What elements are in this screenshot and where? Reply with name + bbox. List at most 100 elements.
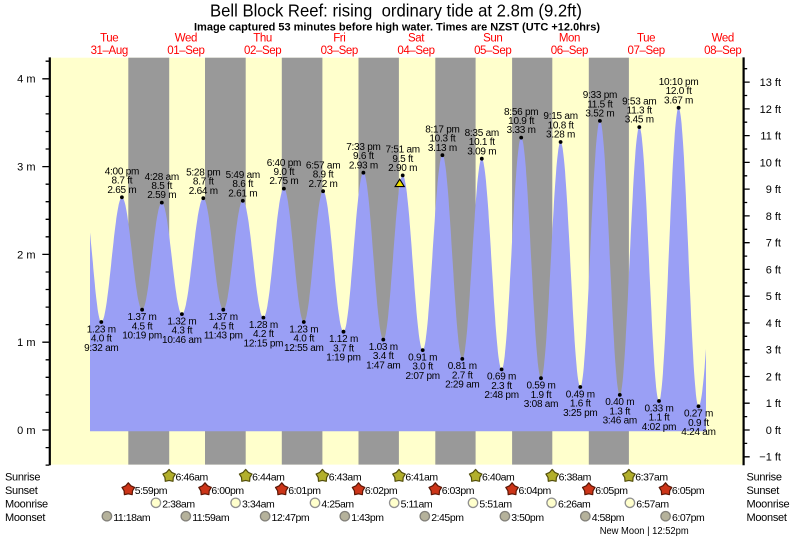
svg-text:1.1 ft: 1.1 ft: [649, 413, 670, 424]
svg-text:4.0 ft: 4.0 ft: [293, 334, 314, 345]
svg-text:10:10 pm: 10:10 pm: [659, 77, 699, 88]
svg-text:1.23 m: 1.23 m: [87, 324, 116, 335]
svg-text:2:45pm: 2:45pm: [431, 512, 464, 524]
svg-text:6:07pm: 6:07pm: [672, 512, 705, 524]
svg-text:Tue: Tue: [100, 33, 118, 45]
svg-text:Sunrise: Sunrise: [747, 472, 782, 484]
svg-text:10.8 ft: 10.8 ft: [548, 120, 575, 131]
svg-text:Sunset: Sunset: [5, 485, 38, 497]
svg-text:0.69 m: 0.69 m: [487, 372, 516, 383]
svg-text:3.28 m: 3.28 m: [546, 130, 575, 141]
svg-text:New Moon | 12:52pm: New Moon | 12:52pm: [600, 526, 689, 537]
svg-text:2.65 m: 2.65 m: [107, 185, 136, 196]
svg-text:4.3 ft: 4.3 ft: [172, 326, 193, 337]
svg-text:9.0 ft: 9.0 ft: [274, 167, 295, 178]
svg-text:03–Sep: 03–Sep: [321, 45, 358, 57]
svg-text:9:32 am: 9:32 am: [84, 343, 118, 354]
svg-text:1.23 m: 1.23 m: [289, 324, 318, 335]
svg-text:2.61 m: 2.61 m: [228, 188, 257, 199]
svg-text:8.9 ft: 8.9 ft: [313, 170, 334, 181]
svg-text:2:29 am: 2:29 am: [445, 380, 479, 391]
svg-text:1:47 am: 1:47 am: [366, 360, 400, 371]
svg-text:07–Sep: 07–Sep: [627, 45, 664, 57]
svg-text:4:24 am: 4:24 am: [681, 427, 715, 438]
svg-text:Image captured 53 minutes befo: Image captured 53 minutes before high wa…: [194, 22, 600, 34]
svg-text:3:08 am: 3:08 am: [524, 399, 558, 410]
svg-text:2.7 ft: 2.7 ft: [452, 371, 473, 382]
svg-text:8:35 am: 8:35 am: [465, 128, 499, 139]
svg-text:3.67 m: 3.67 m: [664, 95, 693, 106]
svg-text:3.09 m: 3.09 m: [467, 146, 496, 157]
svg-text:6:05pm: 6:05pm: [672, 485, 705, 497]
svg-text:Moonset: Moonset: [747, 512, 787, 524]
svg-text:12:55 am: 12:55 am: [284, 343, 324, 354]
svg-text:5:59pm: 5:59pm: [135, 485, 168, 497]
svg-text:6:57am: 6:57am: [636, 499, 669, 511]
svg-text:31–Aug: 31–Aug: [91, 45, 128, 57]
svg-text:5:49 am: 5:49 am: [226, 170, 260, 181]
svg-text:01–Sep: 01–Sep: [167, 45, 204, 57]
svg-text:Moonrise: Moonrise: [747, 499, 790, 511]
svg-text:2.90 m: 2.90 m: [388, 163, 417, 174]
svg-text:0.9 ft: 0.9 ft: [688, 418, 709, 429]
svg-text:4.0 ft: 4.0 ft: [91, 334, 112, 345]
svg-text:6:43am: 6:43am: [329, 472, 362, 484]
svg-text:9:53 am: 9:53 am: [622, 96, 656, 107]
svg-text:1:43pm: 1:43pm: [351, 512, 384, 524]
svg-text:3:34am: 3:34am: [242, 499, 275, 511]
svg-text:8.6 ft: 8.6 ft: [232, 179, 253, 190]
svg-text:6:00pm: 6:00pm: [211, 485, 244, 497]
svg-text:1.37 m: 1.37 m: [128, 312, 157, 323]
svg-text:5:51am: 5:51am: [479, 499, 512, 511]
svg-text:Sunrise: Sunrise: [5, 472, 40, 484]
svg-text:6:41am: 6:41am: [405, 472, 438, 484]
svg-text:5 ft: 5 ft: [766, 291, 781, 303]
svg-text:1.6 ft: 1.6 ft: [570, 399, 591, 410]
svg-text:0.91 m: 0.91 m: [408, 352, 437, 363]
svg-text:2.72 m: 2.72 m: [309, 179, 338, 190]
svg-text:9:33 pm: 9:33 pm: [583, 90, 617, 101]
svg-text:0.81 m: 0.81 m: [448, 361, 477, 372]
svg-text:3.7 ft: 3.7 ft: [333, 343, 354, 354]
svg-text:6:37am: 6:37am: [635, 472, 668, 484]
svg-text:10.9 ft: 10.9 ft: [508, 116, 535, 127]
svg-text:4:02 pm: 4:02 pm: [642, 422, 676, 433]
svg-text:1 m: 1 m: [17, 337, 35, 349]
svg-text:6:03pm: 6:03pm: [442, 485, 475, 497]
svg-text:0.59 m: 0.59 m: [526, 381, 555, 392]
svg-text:12:47pm: 12:47pm: [272, 512, 310, 524]
svg-text:9:15 am: 9:15 am: [543, 111, 577, 122]
svg-text:6:05pm: 6:05pm: [595, 485, 628, 497]
svg-text:9.6 ft: 9.6 ft: [353, 151, 374, 162]
svg-text:4.2 ft: 4.2 ft: [253, 329, 274, 340]
svg-text:Sunset: Sunset: [747, 485, 780, 497]
svg-text:3.4 ft: 3.4 ft: [373, 351, 394, 362]
svg-text:1.37 m: 1.37 m: [209, 312, 238, 323]
svg-text:6:44am: 6:44am: [252, 472, 285, 484]
svg-text:2.93 m: 2.93 m: [349, 160, 378, 171]
svg-text:4 m: 4 m: [17, 74, 35, 86]
svg-text:3.52 m: 3.52 m: [585, 109, 614, 120]
svg-text:7:33 pm: 7:33 pm: [346, 142, 380, 153]
svg-text:2:38am: 2:38am: [162, 499, 195, 511]
svg-text:3.33 m: 3.33 m: [507, 125, 536, 136]
svg-text:4:58pm: 4:58pm: [592, 512, 625, 524]
svg-text:06–Sep: 06–Sep: [551, 45, 588, 57]
svg-text:7 ft: 7 ft: [766, 238, 781, 250]
svg-text:11.5 ft: 11.5 ft: [587, 99, 613, 110]
svg-text:8:17 pm: 8:17 pm: [425, 124, 459, 135]
svg-text:3.45 m: 3.45 m: [625, 115, 654, 126]
svg-text:9 ft: 9 ft: [766, 184, 781, 196]
svg-text:Wed: Wed: [175, 33, 197, 45]
svg-text:04–Sep: 04–Sep: [397, 45, 434, 57]
svg-text:6:01pm: 6:01pm: [288, 485, 321, 497]
svg-text:10:46 am: 10:46 am: [162, 335, 202, 346]
svg-text:4:25am: 4:25am: [321, 499, 354, 511]
svg-text:2:48 pm: 2:48 pm: [484, 390, 518, 401]
svg-text:1.03 m: 1.03 m: [369, 342, 398, 353]
svg-text:2.3 ft: 2.3 ft: [491, 381, 512, 392]
svg-text:6:02pm: 6:02pm: [365, 485, 398, 497]
svg-text:12.0 ft: 12.0 ft: [666, 86, 693, 97]
svg-text:3.0 ft: 3.0 ft: [412, 362, 433, 373]
svg-text:8:56 pm: 8:56 pm: [504, 107, 538, 118]
